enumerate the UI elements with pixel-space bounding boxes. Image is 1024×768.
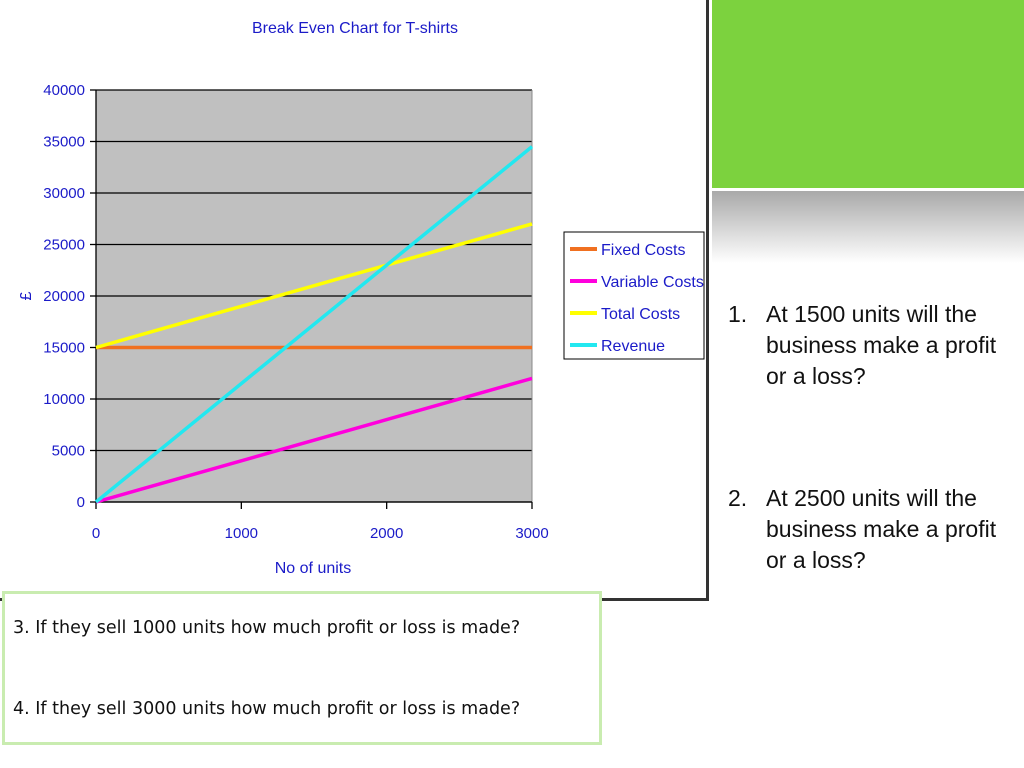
y-axis-label: £: [18, 291, 35, 300]
questions-box: 3. If they sell 1000 units how much prof…: [2, 591, 602, 745]
question-1-text: At 1500 units will the business make a p…: [766, 301, 997, 389]
legend-label: Revenue: [601, 338, 665, 355]
chart-title: Break Even Chart for T-shirts: [252, 20, 458, 37]
chart-frame: 0 5000 10000 15000 20000 25000 30000 35000 40000…: [0, 0, 709, 601]
legend-label: Total Costs: [601, 306, 680, 323]
break-even-chart: 0500010000150002000025000300003500040000…: [18, 20, 705, 577]
question-3: 3. If they sell 1000 units how much prof…: [13, 618, 521, 638]
gray-gradient-band: [712, 191, 1024, 263]
x-tick-label: 1000: [225, 525, 258, 542]
question-2-text: At 2500 units will the business make a p…: [766, 485, 997, 573]
y-tick-label: 10000: [43, 391, 85, 408]
x-tick-label: 0: [92, 525, 100, 542]
question-4: 4. If they sell 3000 units how much prof…: [13, 699, 521, 719]
y-tick-label: 35000: [43, 134, 85, 151]
series-line-revenue: [94, 145, 534, 504]
question-2-number: 2.: [728, 485, 748, 511]
x-axis-label: No of units: [275, 560, 351, 577]
legend-label: Variable Costs: [601, 274, 704, 291]
x-tick-label: 2000: [370, 525, 403, 542]
series-line-variable-costs: [95, 376, 533, 504]
x-tick-label: 3000: [515, 525, 548, 542]
green-accent-block: [712, 0, 1024, 188]
y-tick-label: 0: [77, 494, 85, 511]
legend-label: Fixed Costs: [601, 242, 685, 259]
y-tick-label: 20000: [43, 288, 85, 305]
question-1-number: 1.: [728, 301, 748, 327]
y-tick-label: 15000: [43, 340, 85, 357]
legend-box: [563, 231, 705, 360]
y-tick-label: 5000: [52, 443, 85, 460]
y-tick-label: 30000: [43, 185, 85, 202]
y-tick-label: 25000: [43, 237, 85, 254]
y-tick-label: 40000: [43, 82, 85, 99]
series-line-total-costs: [95, 222, 533, 350]
